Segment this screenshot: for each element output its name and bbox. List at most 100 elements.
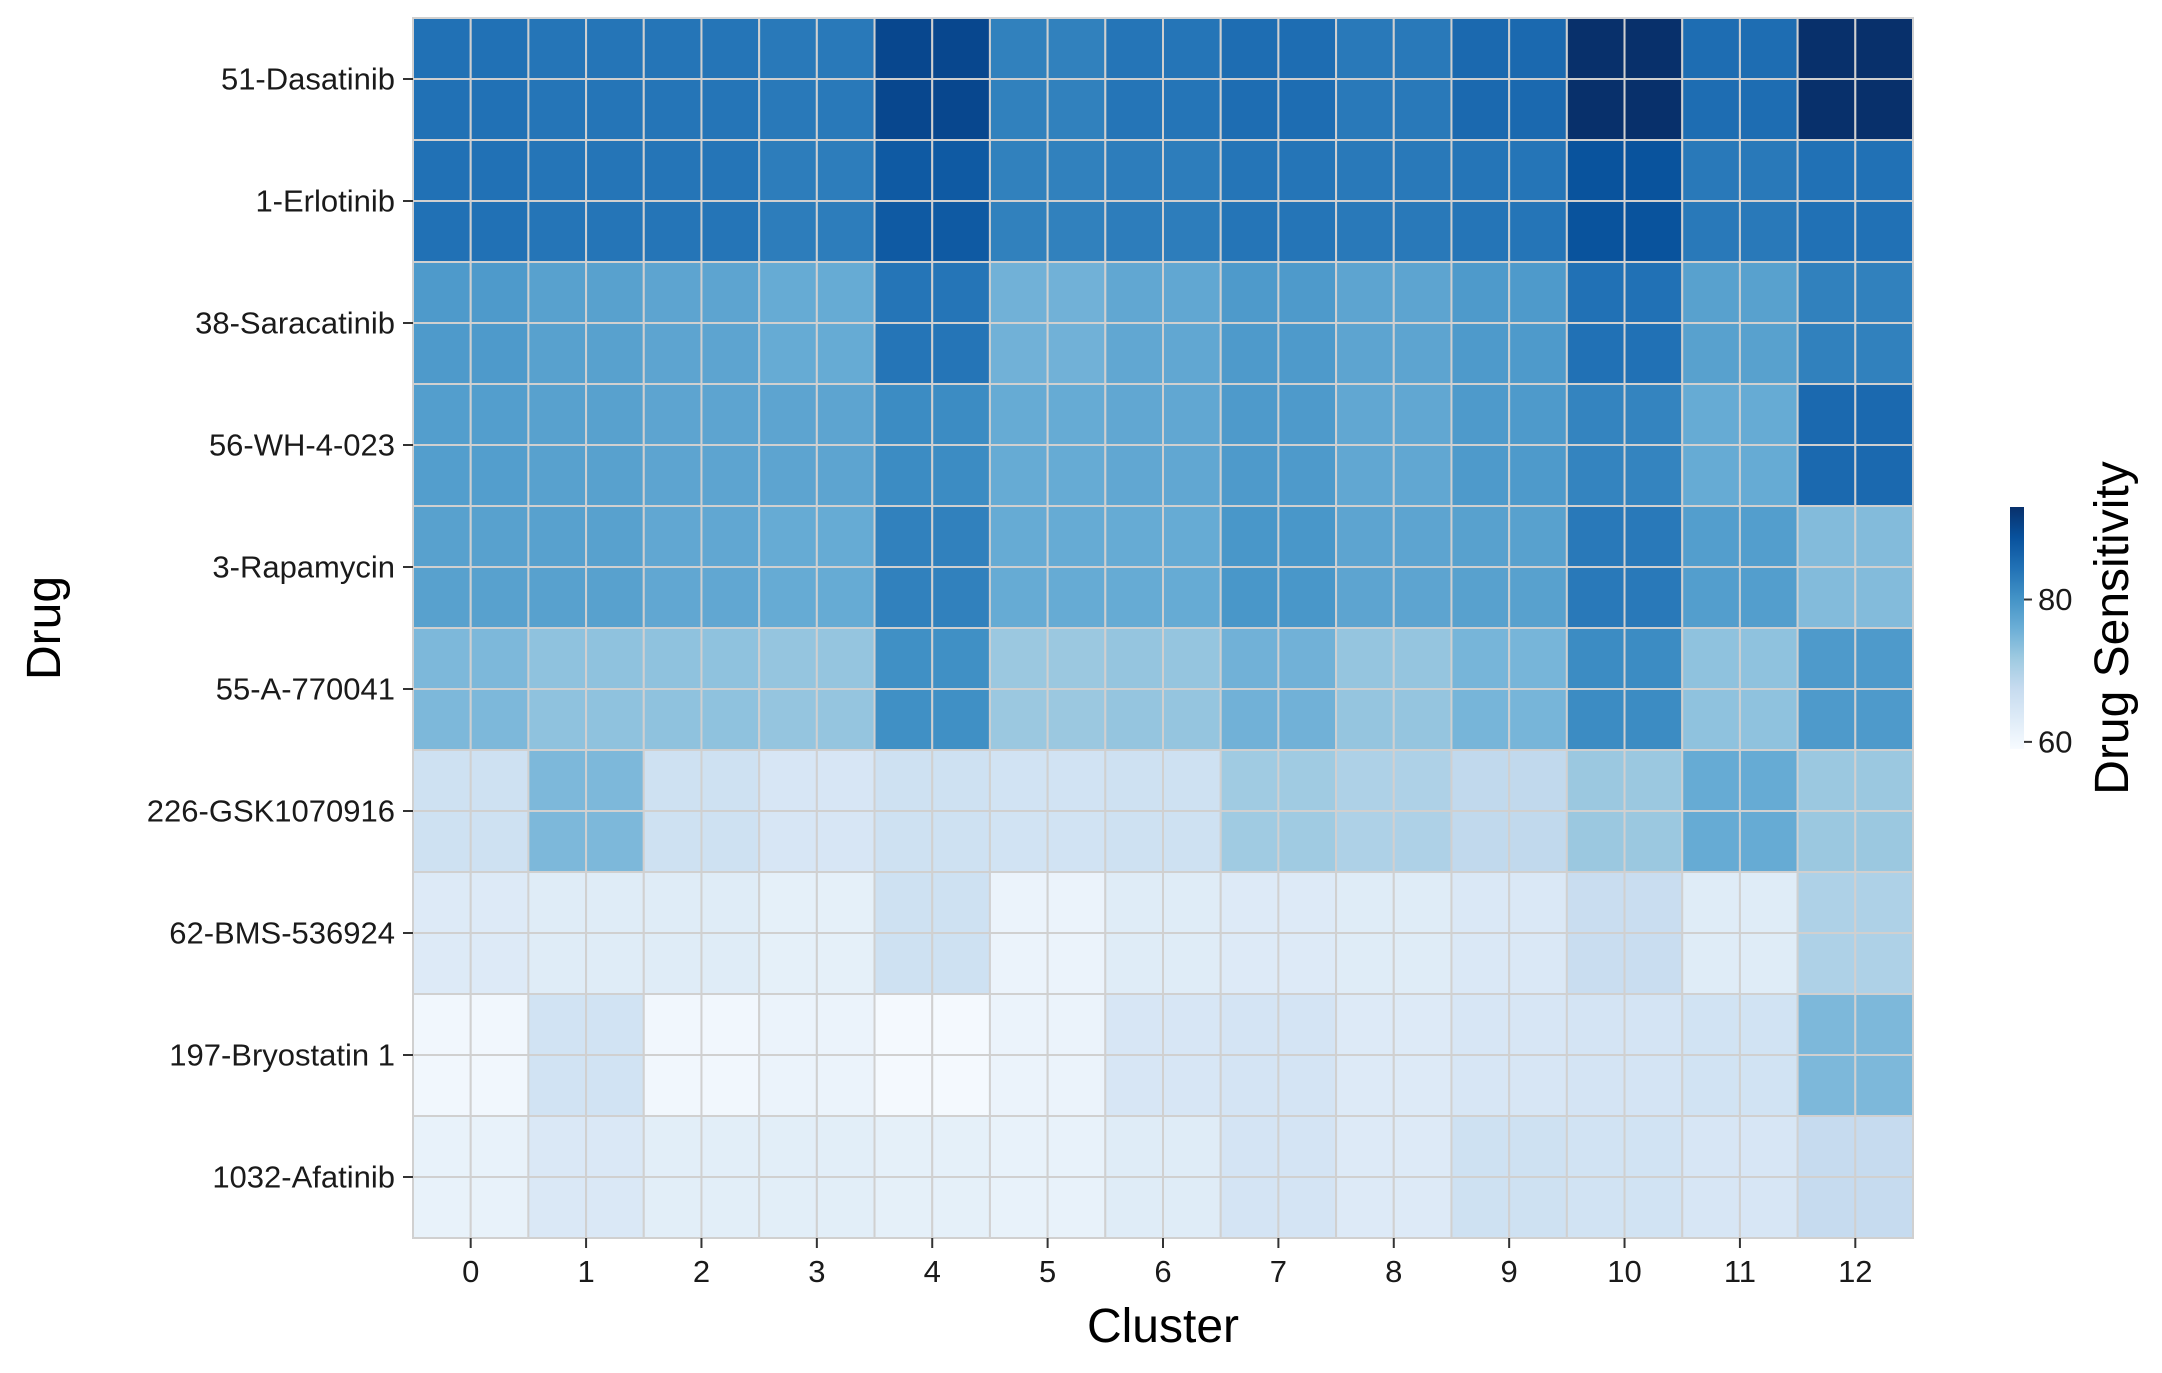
heatmap-cell-226-GSK1070916-cluster-6: [1104, 749, 1165, 812]
heatmap-cell-62-BMS-536924-cluster-11: [1738, 932, 1799, 995]
heatmap-cell-62-BMS-536924-cluster-10: [1565, 871, 1626, 934]
heatmap-cell-3-Rapamycin-cluster-2: [700, 505, 761, 568]
heatmap-cell-51-Dasatinib-cluster-5: [988, 78, 1049, 141]
heatmap-cell-55-A-770041-cluster-2: [700, 688, 761, 751]
heatmap-cell-3-Rapamycin-cluster-1: [585, 505, 645, 568]
heatmap-cell-1-Erlotinib-cluster-5: [988, 139, 1049, 202]
heatmap-cell-51-Dasatinib-cluster-6: [1162, 17, 1222, 80]
heatmap-cell-1032-Afatinib-cluster-9: [1450, 1115, 1511, 1178]
heatmap-cell-197-Bryostatin-1-cluster-6: [1104, 993, 1165, 1056]
heatmap-cell-62-BMS-536924-cluster-4: [931, 871, 991, 934]
heatmap-cell-226-GSK1070916-cluster-6: [1162, 749, 1222, 812]
heatmap-cell-62-BMS-536924-cluster-1: [527, 871, 588, 934]
heatmap-cell-197-Bryostatin-1-cluster-5: [1046, 993, 1107, 1056]
heatmap-cell-55-A-770041-cluster-11: [1681, 688, 1741, 751]
heatmap-cell-3-Rapamycin-cluster-12: [1796, 505, 1857, 568]
heatmap-cell-38-Saracatinib-cluster-5: [988, 322, 1049, 385]
heatmap-cell-62-BMS-536924-cluster-4: [873, 932, 934, 995]
heatmap-cell-38-Saracatinib-cluster-2: [700, 322, 761, 385]
heatmap-cell-226-GSK1070916-cluster-12: [1796, 749, 1857, 812]
heatmap-cell-38-Saracatinib-cluster-0: [469, 261, 530, 324]
heatmap-cell-55-A-770041-cluster-10: [1623, 688, 1684, 751]
heatmap-cell-62-BMS-536924-cluster-6: [1104, 871, 1165, 934]
heatmap-cell-56-WH-4-023-cluster-3: [758, 383, 818, 446]
heatmap-cell-1-Erlotinib-cluster-9: [1450, 200, 1511, 263]
heatmap-cell-55-A-770041-cluster-8: [1392, 688, 1453, 751]
heatmap-cell-51-Dasatinib-cluster-9: [1508, 78, 1568, 141]
heatmap-cell-38-Saracatinib-cluster-5: [1046, 322, 1107, 385]
heatmap-cell-226-GSK1070916-cluster-4: [873, 749, 934, 812]
heatmap-cell-62-BMS-536924-cluster-12: [1796, 871, 1857, 934]
heatmap-cell-56-WH-4-023-cluster-1: [585, 383, 645, 446]
heatmap-cell-62-BMS-536924-cluster-1: [585, 932, 645, 995]
heatmap-cell-3-Rapamycin-cluster-8: [1392, 566, 1453, 629]
heatmap-cell-62-BMS-536924-cluster-0: [469, 871, 530, 934]
heatmap-cell-3-Rapamycin-cluster-0: [412, 505, 472, 568]
heatmap-cell-55-A-770041-cluster-8: [1335, 627, 1395, 690]
heatmap-cell-197-Bryostatin-1-cluster-4: [873, 1054, 934, 1117]
heatmap-cell-51-Dasatinib-cluster-1: [585, 17, 645, 80]
heatmap-cell-226-GSK1070916-cluster-12: [1854, 810, 1915, 873]
heatmap-cell-197-Bryostatin-1-cluster-5: [1046, 1054, 1107, 1117]
heatmap-cell-62-BMS-536924-cluster-10: [1623, 932, 1684, 995]
heatmap-cell-51-Dasatinib-cluster-4: [873, 78, 934, 141]
heatmap-cell-56-WH-4-023-cluster-1: [527, 383, 588, 446]
heatmap-cell-55-A-770041-cluster-9: [1508, 627, 1568, 690]
heatmap-cell-56-WH-4-023-cluster-5: [988, 383, 1049, 446]
heatmap-cell-3-Rapamycin-cluster-3: [758, 566, 818, 629]
heatmap-cell-56-WH-4-023-cluster-5: [1046, 444, 1107, 507]
heatmap-cell-55-A-770041-cluster-4: [931, 627, 991, 690]
heatmap-cell-56-WH-4-023-cluster-5: [988, 444, 1049, 507]
heatmap-cell-62-BMS-536924-cluster-8: [1392, 871, 1453, 934]
heatmap-cell-1032-Afatinib-cluster-10: [1565, 1115, 1626, 1178]
heatmap-cell-38-Saracatinib-cluster-12: [1854, 261, 1915, 324]
heatmap-cell-197-Bryostatin-1-cluster-11: [1681, 1054, 1741, 1117]
heatmap-cell-56-WH-4-023-cluster-4: [931, 383, 991, 446]
heatmap-cell-38-Saracatinib-cluster-3: [815, 322, 876, 385]
heatmap-cell-62-BMS-536924-cluster-7: [1219, 932, 1280, 995]
x-tick-label: 0: [462, 1254, 479, 1289]
heatmap-cell-197-Bryostatin-1-cluster-2: [642, 993, 703, 1056]
heatmap-cell-226-GSK1070916-cluster-4: [931, 810, 991, 873]
colorbar-tick-label: 80: [2038, 582, 2072, 617]
heatmap-cell-1032-Afatinib-cluster-2: [700, 1176, 761, 1239]
heatmap-cell-226-GSK1070916-cluster-3: [758, 810, 818, 873]
heatmap-cell-62-BMS-536924-cluster-1: [527, 932, 588, 995]
heatmap-cell-1-Erlotinib-cluster-2: [642, 139, 703, 202]
heatmap-cell-1-Erlotinib-cluster-6: [1104, 200, 1165, 263]
heatmap-cell-56-WH-4-023-cluster-2: [700, 444, 761, 507]
heatmap-cell-3-Rapamycin-cluster-2: [642, 505, 703, 568]
heatmap-cell-226-GSK1070916-cluster-1: [585, 810, 645, 873]
heatmap-cell-56-WH-4-023-cluster-3: [758, 444, 818, 507]
y-axis-label: Drug: [18, 576, 71, 680]
x-tick-label: 8: [1385, 1254, 1402, 1289]
heatmap-cell-1-Erlotinib-cluster-11: [1681, 200, 1741, 263]
y-tick-label: 62-BMS-536924: [169, 916, 395, 951]
heatmap-cell-51-Dasatinib-cluster-7: [1277, 17, 1338, 80]
heatmap-cell-3-Rapamycin-cluster-9: [1450, 566, 1511, 629]
heatmap-cell-1-Erlotinib-cluster-0: [469, 139, 530, 202]
heatmap-cell-3-Rapamycin-cluster-8: [1335, 566, 1395, 629]
heatmap-cell-1032-Afatinib-cluster-1: [527, 1115, 588, 1178]
heatmap-cell-55-A-770041-cluster-5: [1046, 627, 1107, 690]
heatmap-cell-62-BMS-536924-cluster-1: [585, 871, 645, 934]
heatmap-cell-3-Rapamycin-cluster-10: [1565, 566, 1626, 629]
heatmap-cell-55-A-770041-cluster-12: [1796, 688, 1857, 751]
heatmap-cell-38-Saracatinib-cluster-1: [527, 261, 588, 324]
heatmap-cell-1-Erlotinib-cluster-5: [988, 200, 1049, 263]
heatmap-cell-1-Erlotinib-cluster-9: [1508, 139, 1568, 202]
heatmap-cell-55-A-770041-cluster-3: [815, 688, 876, 751]
heatmap-cell-56-WH-4-023-cluster-10: [1623, 383, 1684, 446]
heatmap-cell-226-GSK1070916-cluster-10: [1565, 749, 1626, 812]
heatmap-cell-38-Saracatinib-cluster-12: [1796, 261, 1857, 324]
heatmap-cell-56-WH-4-023-cluster-11: [1738, 383, 1799, 446]
x-tick-label: 12: [1838, 1254, 1872, 1289]
heatmap-cell-62-BMS-536924-cluster-10: [1565, 932, 1626, 995]
heatmap-cell-1032-Afatinib-cluster-1: [527, 1176, 588, 1239]
heatmap-cell-56-WH-4-023-cluster-12: [1796, 444, 1857, 507]
heatmap-cell-1-Erlotinib-cluster-8: [1335, 200, 1395, 263]
heatmap-cell-226-GSK1070916-cluster-5: [988, 749, 1049, 812]
heatmap-cell-1032-Afatinib-cluster-10: [1623, 1115, 1684, 1178]
heatmap-cell-62-BMS-536924-cluster-8: [1335, 871, 1395, 934]
heatmap-cell-62-BMS-536924-cluster-3: [815, 871, 876, 934]
